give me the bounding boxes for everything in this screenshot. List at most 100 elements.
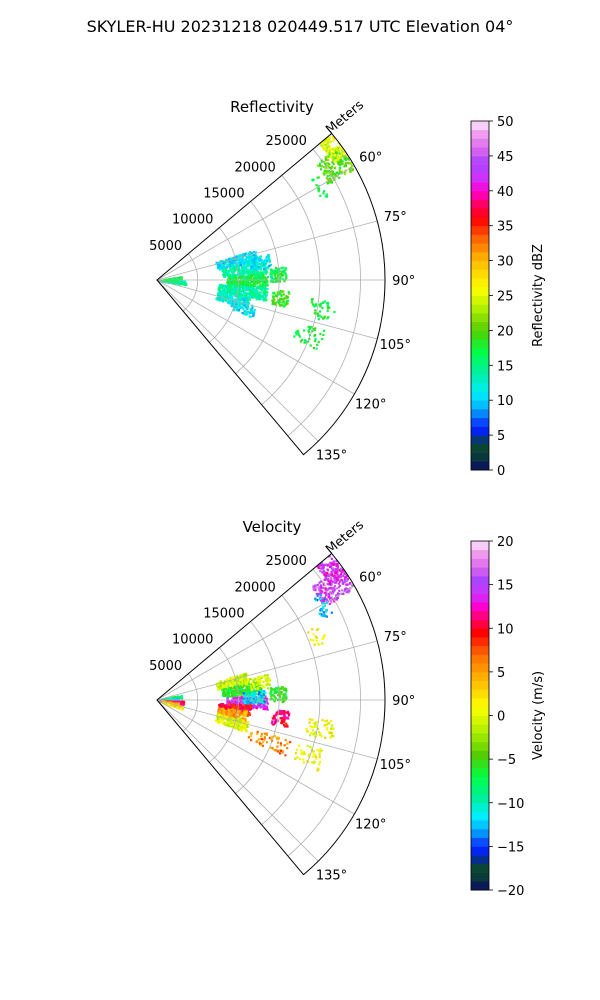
echo-pixel [336,161,339,164]
echo-pixel [335,574,338,577]
echo-pixel [240,711,243,714]
echo-pixel [178,696,181,699]
echo-pixel [244,693,247,696]
echo-pixel [267,687,270,690]
echo-pixel [264,270,267,273]
echo-pixel [333,311,336,314]
echo-pixel [247,678,250,681]
echo-pixel [254,288,257,291]
echo-pixel [237,718,240,721]
echo-pixel [236,694,239,697]
echo-pixel [238,276,241,279]
echo-pixel [239,676,242,679]
echo-pixel [258,695,261,698]
echo-pixel [265,257,268,260]
echo-pixel [172,698,175,701]
echo-pixel [276,293,279,297]
echo-pixel [241,726,244,729]
echo-pixel [244,310,247,313]
echo-pixel [270,269,273,272]
echo-pixel [297,334,301,337]
echo-pixel [241,682,244,685]
echo-pixel [183,283,186,286]
echo-pixel [230,289,233,292]
echo-pixel [231,718,234,721]
echo-pixel [232,683,235,686]
echo-pixel [215,298,218,301]
echo-pixel [265,294,268,297]
echo-pixel [315,347,318,350]
echo-pixel [233,292,236,295]
echo-pixel [275,711,278,714]
echo-pixel [239,260,242,263]
echo-pixel [231,686,234,689]
echo-pixel [338,169,341,172]
echo-pixel [237,679,240,682]
echo-pixel [346,588,349,591]
echo-pixel [218,720,221,723]
echo-pixel [238,287,242,291]
echo-pixel [248,282,252,285]
echo-pixel [297,330,300,333]
colorbar-tick-label: 10 [497,394,514,409]
echo-pixel [279,717,282,720]
echo-pixel [249,686,253,689]
echo-pixel [314,339,317,343]
echo-pixel [255,740,258,743]
echo-pixel [247,694,250,697]
echo-pixel [245,703,248,706]
echo-pixel [331,152,335,155]
echo-pixel [228,270,231,273]
radial-tick-label: 15000 [203,187,244,202]
echo-pixel [235,702,238,705]
echo-pixel [240,683,243,686]
echo-pixel [230,710,233,713]
echo-pixel [234,727,237,730]
echo-pixel [230,720,233,723]
echo-pixel [343,579,346,582]
echo-pixel [180,695,183,698]
echo-pixel [261,697,264,700]
echo-pixel [235,277,238,280]
echo-pixel [240,261,244,264]
echo-pixel [240,673,243,676]
echo-pixel [235,723,238,726]
echo-pixel [225,260,228,263]
echo-pixel [242,307,245,310]
echo-pixel [278,269,281,272]
echo-pixel [238,698,241,701]
echo-pixel [250,263,253,266]
echo-pixel [225,717,228,720]
colorbar-segment [471,435,489,445]
echo-pixel [309,344,312,347]
echo-pixel [227,695,230,698]
echo-pixel [328,139,331,142]
echo-pixel [257,271,260,274]
echo-pixel [225,266,228,269]
echo-pixel [324,158,327,161]
colorbar-tick-label: 45 [497,150,514,165]
echo-pixel [266,276,269,279]
echo-pixel [280,304,283,307]
echo-pixel [228,680,231,683]
azimuth-spoke [156,220,378,281]
colorbar-segment [471,121,489,131]
echo-pixel [232,298,235,302]
echo-pixel [243,286,246,289]
echo-pixel [239,703,242,707]
echo-pixel [246,288,249,291]
echo-pixel [249,735,252,738]
echo-pixel [239,306,242,309]
echo-pixel [235,256,238,259]
echo-pixel [269,691,272,695]
echo-pixel [284,268,287,271]
echo-pixel [224,299,228,302]
echo-pixel [178,278,181,281]
echo-pixel [316,583,319,587]
echo-pixel [323,165,326,168]
echo-pixel [245,702,248,705]
echo-pixel [262,284,265,287]
echo-pixel [246,724,249,727]
echo-pixel [249,678,252,681]
azimuth-spoke [156,279,319,442]
